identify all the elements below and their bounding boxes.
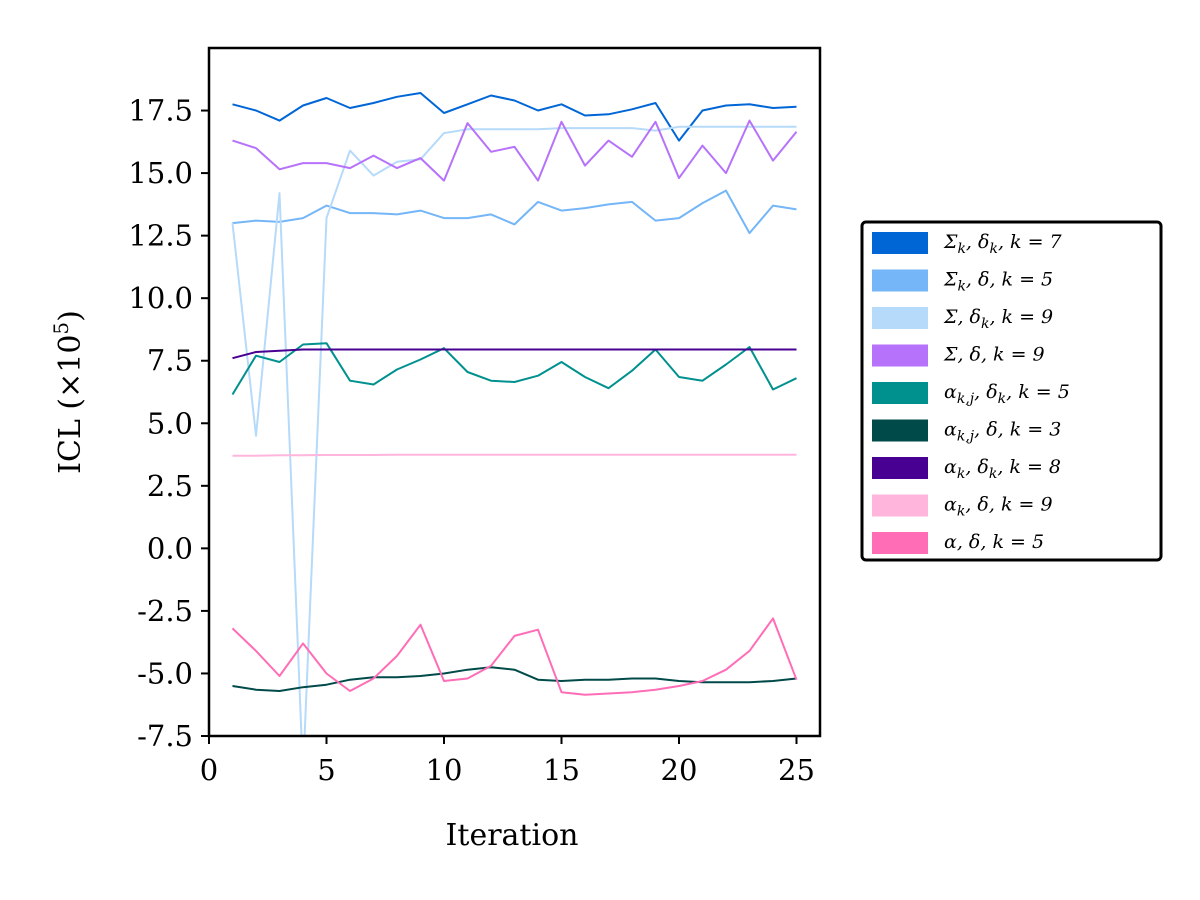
legend-label: Σ, δk, k = 9: [943, 306, 1053, 332]
legend-label: α, δ, k = 5: [944, 531, 1044, 553]
y-tick-label: 12.5: [128, 219, 193, 253]
y-axis-label: ICL (×105): [49, 310, 88, 474]
legend-label: Σk, δ, k = 5: [943, 269, 1053, 295]
legend-swatch: [872, 457, 928, 479]
y-tick-label: -5.0: [137, 656, 193, 690]
legend-label: Σk, δk, k = 7: [943, 231, 1063, 257]
series-line-1: [232, 92, 797, 142]
y-tick-label: 7.5: [147, 344, 193, 378]
legend-swatch: [872, 344, 928, 367]
series-line-3: [231, 125, 797, 736]
x-axis: 0 5 10 15 20 25: [200, 736, 815, 787]
y-axis: -7.5 -5.0 -2.5 0.0 2.5 5.0 7.5 10.0 12.5 15.0 17.5: [128, 94, 209, 753]
series-line-2: [232, 189, 797, 235]
legend-label: αk, δ, k = 9: [944, 494, 1053, 520]
x-tick-label: 25: [778, 753, 815, 787]
legend-swatch: [872, 382, 928, 404]
legend-swatch: [872, 232, 928, 254]
x-tick-label: 15: [543, 753, 580, 787]
y-tick-label: 10.0: [128, 281, 193, 315]
legend-swatch: [872, 307, 928, 329]
y-tick-label: 2.5: [147, 469, 193, 503]
series-line-6: [232, 666, 797, 692]
x-tick-label: 20: [661, 753, 698, 787]
x-tick-label: 0: [200, 753, 218, 787]
x-tick-label: 10: [426, 753, 463, 787]
legend-label: αk,j, δ, k = 3: [944, 419, 1061, 445]
y-tick-label: 5.0: [147, 406, 193, 440]
series-line-7: [232, 348, 797, 360]
y-tick-label: 17.5: [128, 94, 193, 128]
legend-label: Σ, δ, k = 9: [943, 344, 1045, 366]
legend: Σk, δk, k = 7 Σk, δ, k = 5 Σ, δk, k = 9 Σ, …: [860, 220, 1163, 562]
legend-swatch: [872, 494, 928, 517]
series-line-4: [232, 119, 798, 182]
series-line-9: [231, 617, 798, 696]
legend-label: αk, δk, k = 8: [944, 456, 1061, 482]
y-tick-label: 15.0: [128, 156, 193, 190]
plot-frame: [207, 46, 822, 738]
x-axis-label: Iteration: [446, 818, 579, 853]
y-tick-label: -2.5: [137, 594, 193, 628]
series-line-5: [231, 342, 797, 396]
series-layer: [231, 92, 798, 736]
x-tick-label: 5: [317, 753, 335, 787]
series-line-8: [232, 453, 797, 457]
y-tick-label: -7.5: [137, 719, 193, 753]
legend-label: αk,j, δk, k = 5: [944, 381, 1070, 407]
y-tick-label: 0.0: [147, 531, 193, 565]
legend-swatch: [872, 532, 928, 554]
legend-swatch: [872, 419, 928, 442]
legend-swatch: [872, 269, 928, 292]
legend-box: [860, 220, 1163, 562]
